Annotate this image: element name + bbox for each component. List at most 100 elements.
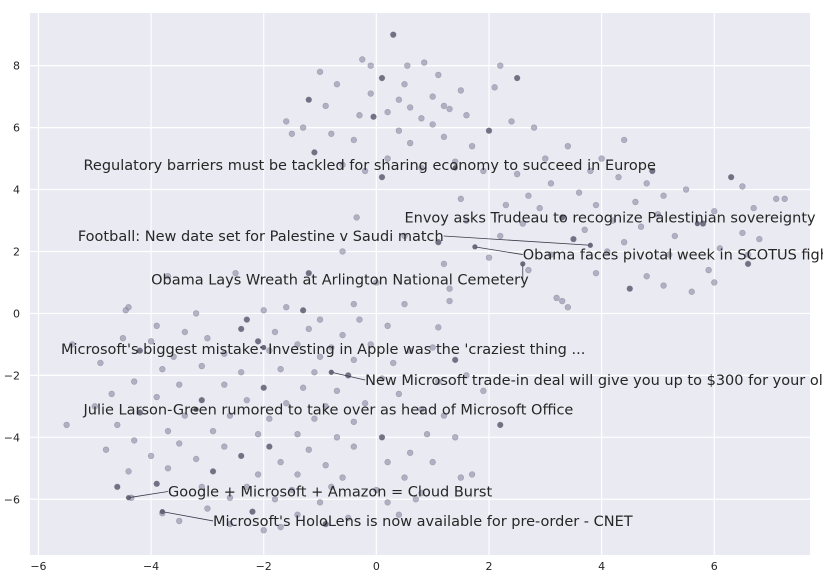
data-point [198, 483, 205, 491]
annotation-leader [162, 511, 214, 522]
data-point [756, 235, 763, 243]
x-tick-label: −2 [256, 560, 272, 573]
data-point [440, 260, 448, 268]
data-point [153, 480, 160, 487]
data-point [446, 297, 453, 305]
plot-background [30, 13, 810, 555]
data-point [423, 431, 431, 438]
data-point [401, 232, 408, 240]
data-point [328, 130, 335, 137]
data-point [463, 112, 470, 119]
x-tick-label: 2 [485, 560, 492, 573]
data-point [232, 269, 239, 277]
data-point [370, 113, 377, 120]
data-point [497, 421, 504, 429]
data-point [615, 173, 622, 181]
data-point [418, 489, 425, 497]
annotation-label: Microsoft's biggest mistake: Investing i… [61, 342, 585, 358]
data-point [395, 390, 403, 398]
data-point [353, 214, 360, 221]
data-point [350, 356, 358, 364]
x-tick-label: 6 [711, 560, 718, 573]
annotated-point [328, 369, 334, 375]
data-point [164, 273, 172, 280]
data-point [429, 344, 436, 351]
data-point [159, 365, 166, 373]
data-point [311, 369, 318, 376]
data-point [727, 173, 735, 181]
data-point [288, 130, 296, 137]
annotation-label: Julie Larson-Green rumored to take over … [83, 402, 574, 418]
data-point [626, 285, 633, 292]
data-point [716, 245, 724, 252]
data-point [350, 418, 358, 426]
data-point [497, 232, 504, 240]
data-point [277, 458, 284, 466]
annotation-label: New Microsoft trade-in deal will give yo… [365, 373, 823, 389]
data-point [412, 496, 419, 503]
data-point [198, 362, 205, 370]
data-point [339, 474, 346, 481]
data-point [513, 74, 521, 82]
data-point [266, 443, 273, 450]
data-point [384, 499, 391, 506]
data-point [316, 499, 324, 506]
data-point [102, 446, 110, 453]
data-point [136, 409, 144, 416]
data-point [367, 341, 374, 348]
data-point [119, 335, 127, 342]
annotation-label: Regulatory barriers must be tackled for … [84, 158, 657, 174]
data-point [350, 136, 358, 144]
annotated-point [472, 244, 478, 250]
data-point [114, 483, 121, 491]
data-point [108, 390, 115, 398]
x-tick-label: 0 [373, 560, 380, 573]
data-point [176, 517, 183, 525]
data-point [598, 155, 605, 162]
data-point [536, 204, 543, 212]
data-point [361, 400, 369, 407]
data-point [283, 400, 290, 407]
data-point [637, 223, 645, 230]
data-point [530, 124, 538, 131]
annotation-label: Football: New date set for Palestine v S… [78, 229, 444, 245]
data-point [378, 375, 386, 382]
data-point [69, 341, 76, 348]
data-point [525, 192, 532, 199]
data-point [339, 161, 346, 168]
data-point [525, 266, 532, 274]
data-point [294, 511, 301, 518]
data-point [553, 294, 560, 302]
data-point [333, 81, 341, 88]
data-point [316, 316, 324, 323]
data-point [429, 121, 436, 128]
data-point [559, 214, 566, 221]
data-point [406, 139, 414, 147]
data-point [666, 251, 673, 258]
data-point [649, 167, 656, 175]
data-point [164, 427, 172, 435]
data-point [547, 180, 555, 187]
data-point [209, 427, 217, 435]
data-point [322, 102, 329, 110]
data-point [294, 341, 301, 348]
data-point [406, 347, 414, 354]
data-point [294, 471, 301, 478]
annotation-leader [128, 491, 169, 499]
data-point [221, 350, 228, 357]
annotated-point [125, 495, 132, 501]
data-point [384, 458, 391, 466]
data-point [390, 31, 397, 38]
data-point [277, 365, 284, 373]
data-point [221, 381, 228, 388]
data-point [136, 347, 144, 354]
data-point [581, 226, 588, 234]
data-point [404, 62, 411, 69]
data-point [147, 452, 155, 460]
data-point [378, 173, 386, 181]
data-point [153, 322, 160, 330]
annotated-point [694, 221, 700, 227]
data-point [480, 387, 487, 395]
data-point [711, 208, 718, 215]
data-point [373, 279, 380, 286]
